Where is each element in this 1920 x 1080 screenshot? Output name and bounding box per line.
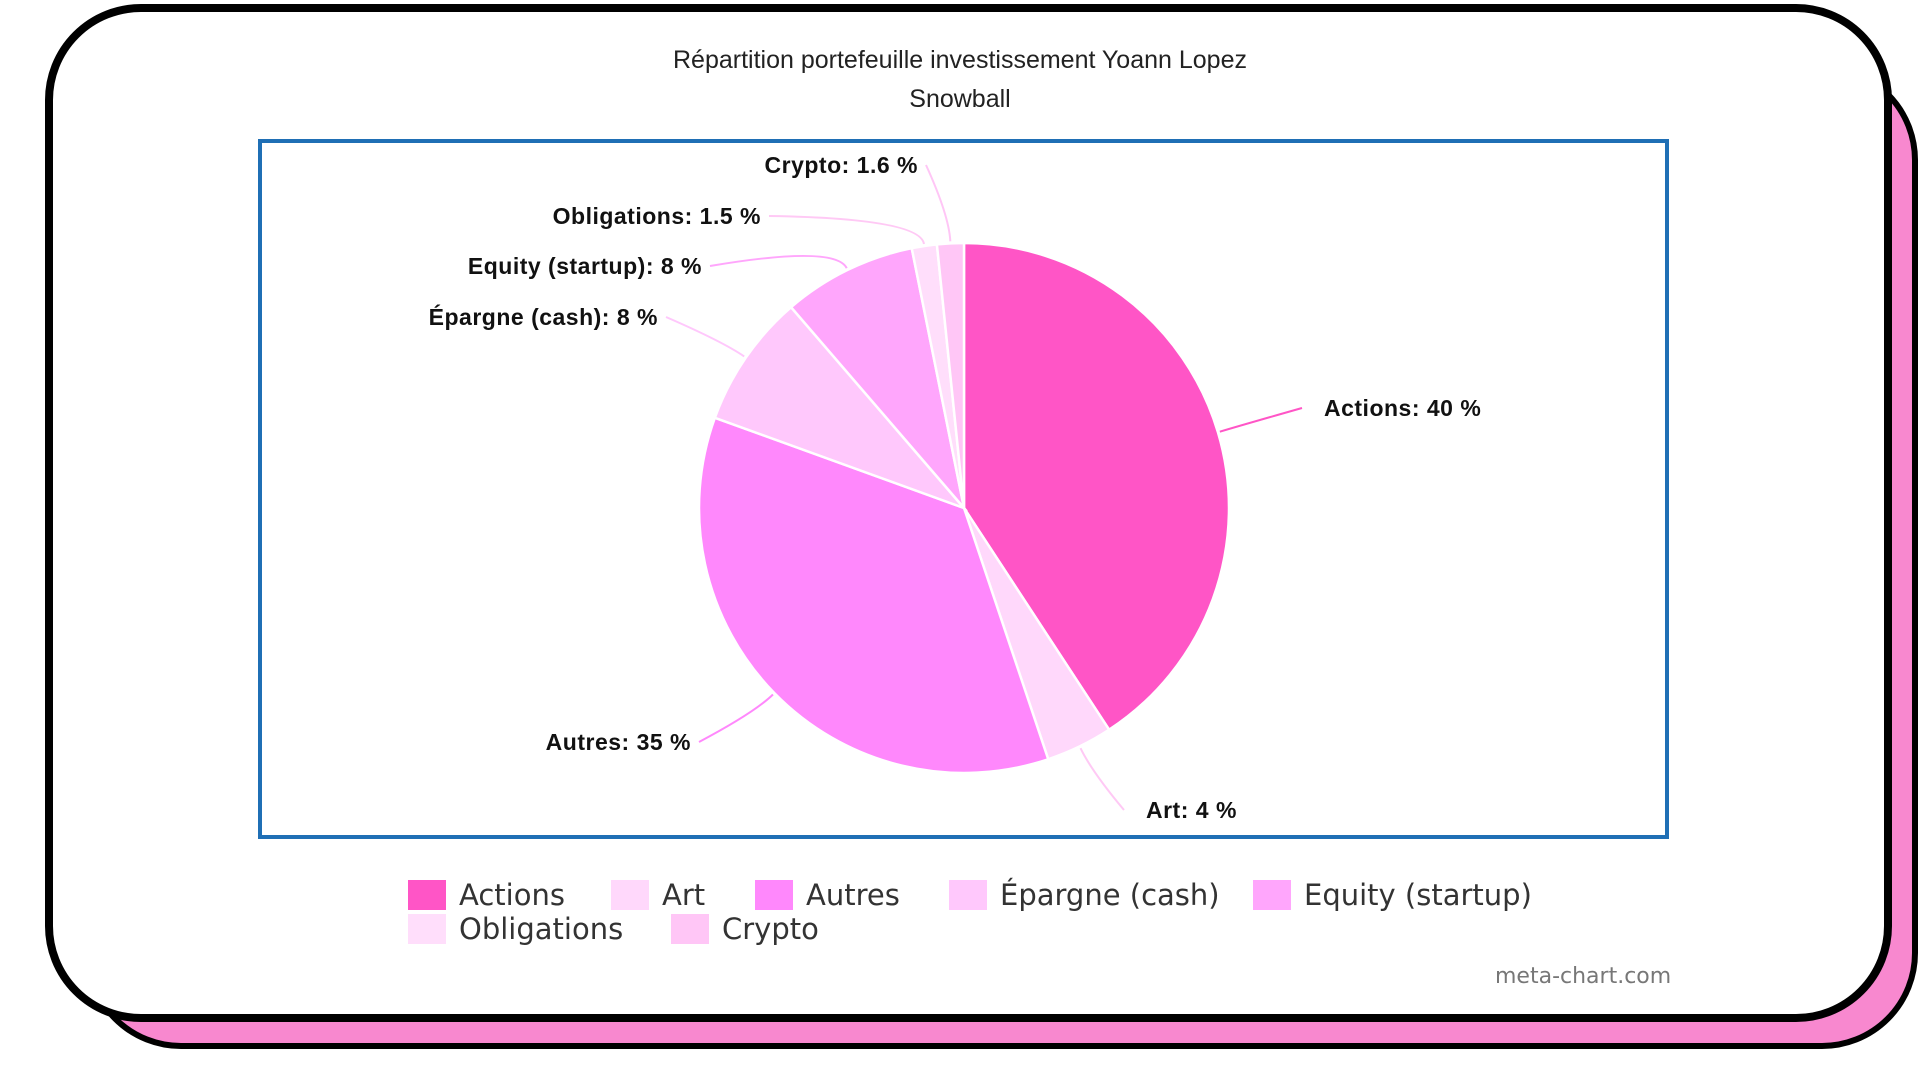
- legend-item-3[interactable]: Épargne (cash): [949, 878, 1220, 912]
- legend: Actions Art Autres Épargne (cash) Equity (st…: [408, 878, 1558, 958]
- slice-label-0: Actions: 40 %: [1324, 395, 1481, 421]
- legend-label-2: Autres: [806, 878, 900, 912]
- legend-swatch-5: [408, 914, 446, 944]
- legend-label-4: Equity (startup): [1304, 878, 1532, 912]
- leader-line-1: [1079, 747, 1125, 811]
- legend-swatch-0: [408, 880, 446, 910]
- leader-line-0: [1219, 407, 1303, 433]
- legend-swatch-1: [611, 880, 649, 910]
- slice-label-2: Autres: 35 %: [546, 729, 691, 755]
- leader-line-6: [925, 164, 952, 242]
- legend-swatch-3: [949, 880, 987, 910]
- slice-label-1: Art: 4 %: [1146, 797, 1237, 823]
- pie-slice-2: [697, 416, 1050, 775]
- legend-swatch-2: [755, 880, 793, 910]
- legend-item-2[interactable]: Autres: [755, 878, 900, 912]
- legend-item-1[interactable]: Art: [611, 878, 705, 912]
- legend-swatch-4: [1253, 880, 1291, 910]
- leader-line-5: [768, 215, 925, 245]
- legend-label-5: Obligations: [459, 912, 624, 946]
- chart-subtitle: Snowball: [909, 85, 1011, 113]
- legend-item-5[interactable]: Obligations: [408, 912, 623, 946]
- leader-line-2: [698, 693, 774, 743]
- legend-label-3: Épargne (cash): [1000, 878, 1220, 912]
- pie-slice-6: [935, 241, 966, 509]
- legend-swatch-6: [671, 914, 709, 944]
- legend-item-4[interactable]: Equity (startup): [1253, 878, 1532, 912]
- leader-line-4: [709, 254, 848, 269]
- chart-title: Répartition portefeuille investissement …: [673, 46, 1247, 74]
- slice-label-5: Obligations: 1.5 %: [553, 203, 761, 229]
- credit-text: meta-chart.com: [1495, 964, 1672, 989]
- legend-item-6[interactable]: Crypto: [671, 912, 819, 946]
- leader-line-3: [665, 316, 745, 358]
- slice-label-4: Equity (startup): 8 %: [468, 253, 702, 279]
- plot-frame: [258, 139, 1669, 839]
- pie-slice-4: [789, 246, 967, 513]
- legend-item-0[interactable]: Actions: [408, 878, 565, 912]
- legend-label-6: Crypto: [722, 912, 819, 946]
- slice-label-6: Crypto: 1.6 %: [765, 152, 918, 178]
- legend-label-1: Art: [662, 878, 706, 912]
- pie-slice-3: [713, 305, 969, 511]
- slice-label-3: Épargne (cash): 8 %: [429, 303, 658, 330]
- legend-label-0: Actions: [459, 878, 565, 912]
